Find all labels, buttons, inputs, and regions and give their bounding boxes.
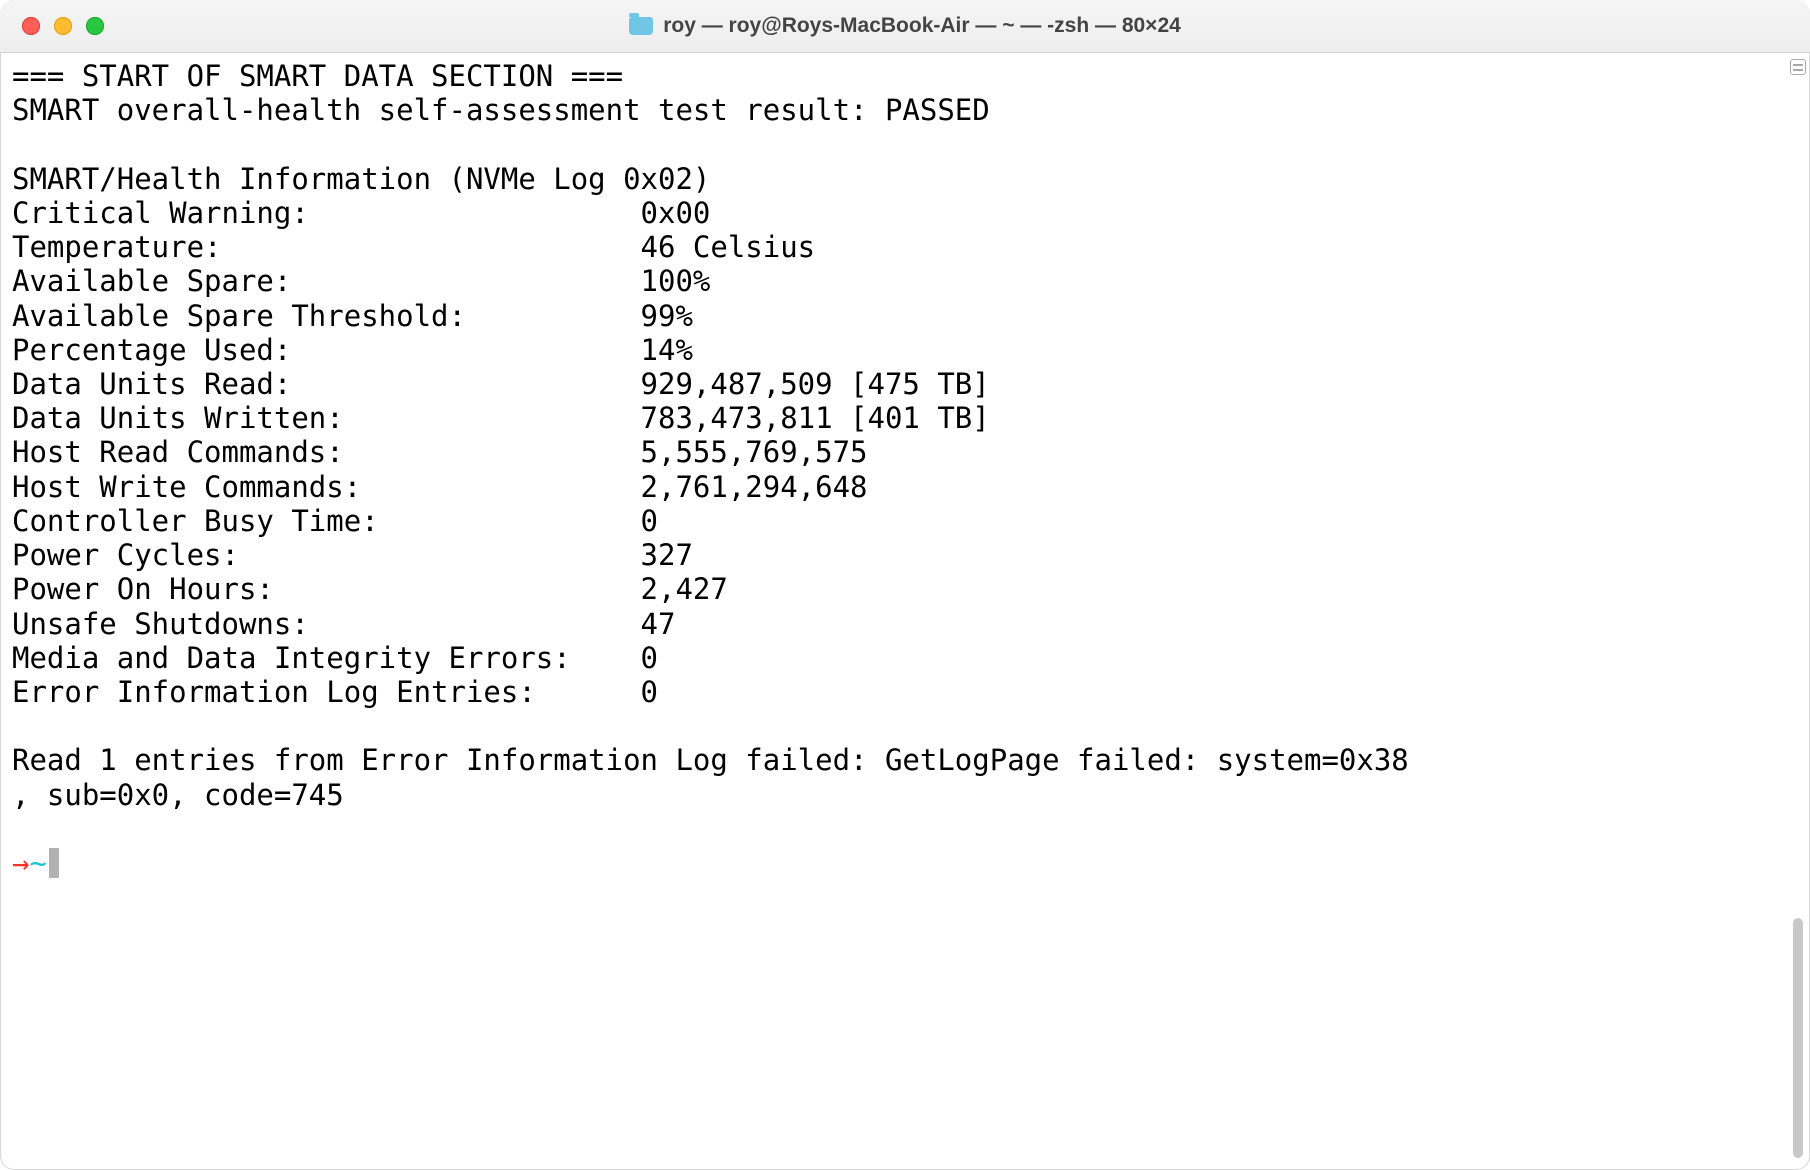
- kv-value: 2,761,294,648: [641, 470, 868, 504]
- kv-key: Controller Busy Time:: [12, 504, 641, 538]
- section-header: === START OF SMART DATA SECTION ===: [12, 59, 623, 93]
- window-title: roy — roy@Roys-MacBook-Air — ~ — -zsh — …: [663, 14, 1181, 38]
- kv-row: Error Information Log Entries: 0: [12, 675, 658, 709]
- kv-key: Available Spare:: [12, 264, 641, 298]
- scroll-position-icon[interactable]: [1790, 59, 1806, 75]
- kv-key: Critical Warning:: [12, 196, 641, 230]
- kv-value: 100%: [641, 264, 711, 298]
- kv-row: Percentage Used: 14%: [12, 333, 693, 367]
- kv-key: Data Units Read:: [12, 367, 641, 401]
- minimize-icon[interactable]: [54, 17, 72, 35]
- kv-value: 46 Celsius: [641, 230, 816, 264]
- error-line-2: , sub=0x0, code=745: [12, 778, 344, 812]
- kv-value: 47: [641, 607, 676, 641]
- kv-row: Data Units Written: 783,473,811 [401 TB]: [12, 401, 990, 435]
- scrollbar[interactable]: [1786, 53, 1810, 1170]
- close-icon[interactable]: [22, 17, 40, 35]
- cursor-icon: [49, 848, 59, 878]
- kv-row: Temperature: 46 Celsius: [12, 230, 815, 264]
- kv-row: Unsafe Shutdowns: 47: [12, 607, 675, 641]
- kv-value: 929,487,509 [475 TB]: [641, 367, 990, 401]
- prompt-line[interactable]: → ~: [12, 846, 1774, 880]
- kv-key: Data Units Written:: [12, 401, 641, 435]
- kv-row: Media and Data Integrity Errors: 0: [12, 641, 658, 675]
- kv-row: Available Spare Threshold: 99%: [12, 299, 693, 333]
- kv-row: Controller Busy Time: 0: [12, 504, 658, 538]
- kv-value: 0: [641, 641, 658, 675]
- kv-value: 327: [641, 538, 693, 572]
- kv-key: Media and Data Integrity Errors:: [12, 641, 641, 675]
- kv-row: Power Cycles: 327: [12, 538, 693, 572]
- kv-value: 0: [641, 504, 658, 538]
- traffic-lights: [22, 17, 104, 35]
- kv-key: Percentage Used:: [12, 333, 641, 367]
- kv-row: Host Write Commands: 2,761,294,648: [12, 470, 868, 504]
- kv-key: Temperature:: [12, 230, 641, 264]
- kv-value: 0x00: [641, 196, 711, 230]
- kv-value: 14%: [641, 333, 693, 367]
- kv-key: Power On Hours:: [12, 572, 641, 606]
- scroll-thumb[interactable]: [1793, 918, 1803, 1158]
- kv-key: Available Spare Threshold:: [12, 299, 641, 333]
- kv-value: 99%: [641, 299, 693, 333]
- kv-key: Host Write Commands:: [12, 470, 641, 504]
- kv-row: Power On Hours: 2,427: [12, 572, 728, 606]
- kv-row: Data Units Read: 929,487,509 [475 TB]: [12, 367, 990, 401]
- kv-key: Unsafe Shutdowns:: [12, 607, 641, 641]
- error-line-1: Read 1 entries from Error Information Lo…: [12, 743, 1409, 777]
- kv-value: 783,473,811 [401 TB]: [641, 401, 990, 435]
- kv-value: 5,555,769,575: [641, 435, 868, 469]
- prompt-tilde: ~: [29, 846, 46, 880]
- section-title: SMART/Health Information (NVMe Log 0x02): [12, 162, 710, 196]
- kv-value: 0: [641, 675, 658, 709]
- kv-row: Host Read Commands: 5,555,769,575: [12, 435, 868, 469]
- folder-icon: [629, 17, 653, 35]
- titlebar: roy — roy@Roys-MacBook-Air — ~ — -zsh — …: [0, 0, 1810, 53]
- kv-key: Host Read Commands:: [12, 435, 641, 469]
- kv-value: 2,427: [641, 572, 728, 606]
- terminal-output: === START OF SMART DATA SECTION === SMAR…: [12, 59, 1774, 880]
- terminal-window: roy — roy@Roys-MacBook-Air — ~ — -zsh — …: [0, 0, 1810, 1170]
- prompt-arrow: →: [12, 846, 29, 880]
- assessment-line: SMART overall-health self-assessment tes…: [12, 93, 990, 127]
- kv-key: Error Information Log Entries:: [12, 675, 641, 709]
- kv-row: Available Spare: 100%: [12, 264, 710, 298]
- kv-key: Power Cycles:: [12, 538, 641, 572]
- kv-row: Critical Warning: 0x00: [12, 196, 710, 230]
- terminal-content[interactable]: === START OF SMART DATA SECTION === SMAR…: [0, 53, 1786, 1170]
- zoom-icon[interactable]: [86, 17, 104, 35]
